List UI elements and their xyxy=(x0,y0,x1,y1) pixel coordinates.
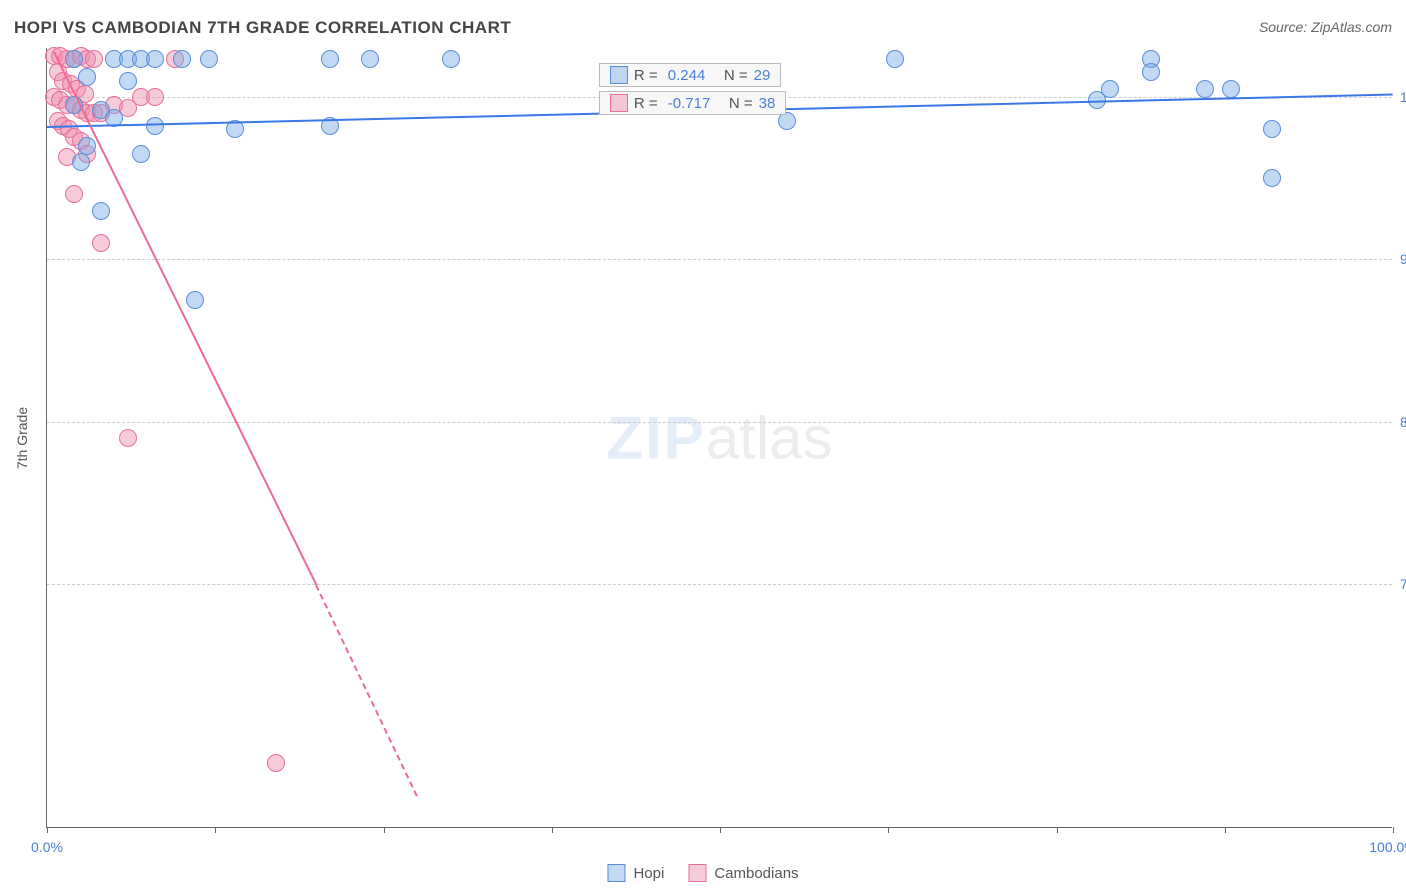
data-point xyxy=(173,50,191,68)
data-point xyxy=(146,117,164,135)
n-value: 38 xyxy=(759,95,776,112)
data-point xyxy=(442,50,460,68)
y-axis-label: 7th Grade xyxy=(14,407,30,469)
gridline xyxy=(47,584,1392,585)
data-point xyxy=(321,50,339,68)
x-tick xyxy=(1057,827,1058,833)
data-point xyxy=(1142,63,1160,81)
chart-plot-area: ZIPatlas 70.0%80.0%90.0%100.0%0.0%100.0%… xyxy=(46,48,1392,828)
x-tick xyxy=(47,827,48,833)
data-point xyxy=(146,50,164,68)
correlation-legend: R = -0.717 N = 38 xyxy=(599,91,786,115)
data-point xyxy=(65,185,83,203)
n-label: N = xyxy=(716,95,752,112)
data-point xyxy=(200,50,218,68)
data-point xyxy=(92,202,110,220)
data-point xyxy=(267,754,285,772)
data-point xyxy=(65,50,83,68)
data-point xyxy=(119,72,137,90)
legend-swatch xyxy=(610,66,628,84)
x-tick xyxy=(888,827,889,833)
n-label: N = xyxy=(711,67,747,84)
watermark-light: atlas xyxy=(706,404,833,471)
legend-label-cambodians: Cambodians xyxy=(714,865,798,882)
r-label: R = xyxy=(634,95,662,112)
watermark-bold: ZIP xyxy=(606,404,705,471)
x-tick-label: 100.0% xyxy=(1369,839,1406,855)
data-point xyxy=(1222,80,1240,98)
n-value: 29 xyxy=(754,67,771,84)
data-point xyxy=(92,234,110,252)
y-tick-label: 100.0% xyxy=(1400,89,1406,105)
data-point xyxy=(361,50,379,68)
legend-swatch-hopi xyxy=(607,864,625,882)
x-tick xyxy=(720,827,721,833)
data-point xyxy=(78,68,96,86)
bottom-legend: Hopi Cambodians xyxy=(607,864,798,882)
legend-swatch-cambodians xyxy=(688,864,706,882)
data-point xyxy=(1263,120,1281,138)
y-tick-label: 90.0% xyxy=(1400,251,1406,267)
legend-item-cambodians: Cambodians xyxy=(688,864,798,882)
x-tick xyxy=(215,827,216,833)
data-point xyxy=(119,429,137,447)
data-point xyxy=(186,291,204,309)
r-value: 0.244 xyxy=(668,67,706,84)
data-point xyxy=(72,153,90,171)
r-label: R = xyxy=(634,67,662,84)
trend-line xyxy=(315,585,418,797)
gridline xyxy=(47,259,1392,260)
source-name: ZipAtlas.com xyxy=(1311,19,1392,35)
data-point xyxy=(85,50,103,68)
chart-title: HOPI VS CAMBODIAN 7TH GRADE CORRELATION … xyxy=(14,18,511,38)
data-point xyxy=(1101,80,1119,98)
source-prefix: Source: xyxy=(1259,19,1311,35)
watermark: ZIPatlas xyxy=(606,403,832,472)
data-point xyxy=(146,88,164,106)
y-tick-label: 70.0% xyxy=(1400,576,1406,592)
x-tick xyxy=(1393,827,1394,833)
x-tick xyxy=(552,827,553,833)
data-point xyxy=(1263,169,1281,187)
data-point xyxy=(132,145,150,163)
source-attribution: Source: ZipAtlas.com xyxy=(1259,19,1392,37)
y-tick-label: 80.0% xyxy=(1400,414,1406,430)
trend-line xyxy=(53,52,317,586)
legend-swatch xyxy=(610,94,628,112)
x-tick xyxy=(1225,827,1226,833)
gridline xyxy=(47,422,1392,423)
data-point xyxy=(1196,80,1214,98)
legend-label-hopi: Hopi xyxy=(633,865,664,882)
x-tick-label: 0.0% xyxy=(31,839,63,855)
legend-item-hopi: Hopi xyxy=(607,864,664,882)
correlation-legend: R = 0.244 N = 29 xyxy=(599,63,781,87)
data-point xyxy=(886,50,904,68)
r-value: -0.717 xyxy=(668,95,711,112)
x-tick xyxy=(384,827,385,833)
